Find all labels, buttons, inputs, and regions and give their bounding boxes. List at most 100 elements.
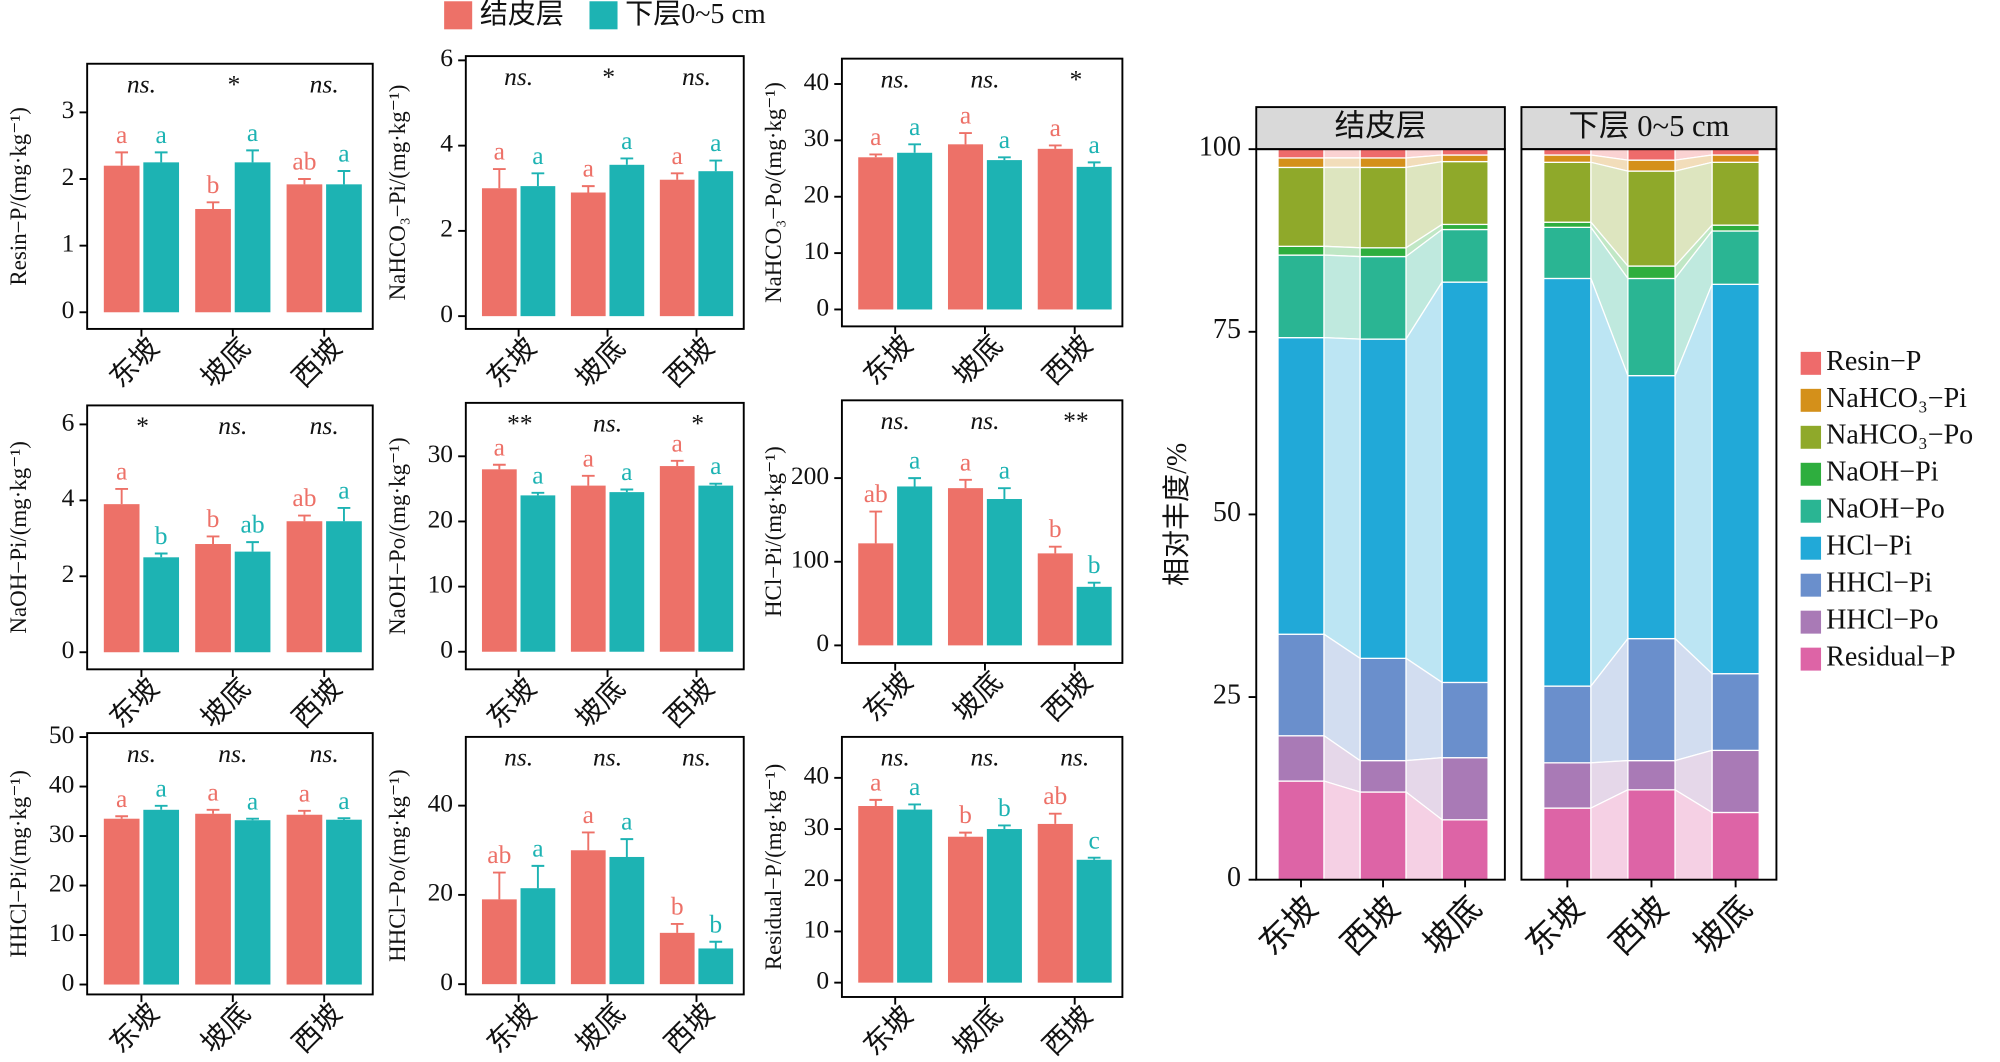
- plot-frame: [86, 732, 374, 996]
- error-bar: [908, 477, 922, 487]
- error-bar: [1087, 161, 1101, 167]
- significance-letter: b: [207, 170, 220, 199]
- significance-letter: ab: [241, 510, 265, 539]
- significance: ns.: [504, 743, 533, 772]
- significance-letter: a: [583, 154, 594, 183]
- stacked-segment: [1441, 819, 1489, 881]
- x-tick-label: 坡底: [1416, 890, 1489, 963]
- significance-letter: a: [710, 128, 721, 157]
- error-bar: [1087, 581, 1101, 587]
- error-bar: [206, 535, 220, 545]
- x-tick-label: 西坡: [658, 332, 720, 394]
- legend-swatch: [1800, 425, 1822, 449]
- significance: ns.: [881, 406, 910, 435]
- stacked-segment: [1359, 255, 1407, 340]
- y-tick-label: 40: [49, 769, 74, 798]
- stacked-segment: [1627, 277, 1676, 377]
- bar: [698, 485, 734, 652]
- y-tick-label: 4: [62, 483, 75, 512]
- stacked-segment: [1277, 780, 1325, 881]
- error-bar: [959, 831, 972, 837]
- legend-swatch: [1800, 462, 1822, 486]
- significance: *: [226, 70, 239, 99]
- y-tick-label: 20: [804, 180, 829, 209]
- significance: ns.: [970, 743, 999, 772]
- bar: [947, 488, 984, 646]
- significance: **: [1062, 406, 1088, 435]
- plot-frame: [1520, 148, 1778, 881]
- bar: [570, 850, 606, 985]
- x-tick-label: 西坡: [658, 672, 720, 734]
- bar: [659, 179, 695, 317]
- stacked-segment: [1627, 374, 1676, 640]
- x-tick-label: 坡底: [947, 329, 1009, 391]
- significance-letter: a: [116, 784, 127, 813]
- significance-letter: ab: [292, 483, 316, 512]
- x-tick-label: 东坡: [103, 997, 165, 1059]
- error-bar: [581, 185, 595, 193]
- bar: [1076, 859, 1112, 983]
- stacked-segment: [1543, 277, 1592, 687]
- y-tick-label: 2: [62, 559, 75, 588]
- plot-frame: [840, 399, 1124, 664]
- bar: [103, 165, 140, 313]
- stack-connector: [1323, 157, 1361, 169]
- x-tick-label: 西坡: [286, 997, 348, 1059]
- error-bar: [998, 824, 1011, 830]
- significance-letter: b: [1088, 550, 1101, 579]
- stacked-segment: [1441, 223, 1489, 231]
- x-tick-label: 东坡: [481, 332, 543, 394]
- error-bar: [670, 172, 684, 180]
- significance-letter: a: [247, 786, 258, 815]
- bar: [570, 192, 606, 317]
- significance: ns.: [970, 406, 999, 435]
- error-bar: [908, 803, 922, 810]
- bar: [520, 495, 556, 652]
- significance: ns.: [310, 739, 339, 768]
- stacked-segment: [1441, 281, 1489, 684]
- y-tick-label: 20: [804, 863, 829, 892]
- x-tick-label: 坡底: [947, 666, 1009, 728]
- significance: ns.: [218, 411, 247, 440]
- bar: [698, 948, 734, 985]
- stacked-segment: [1359, 157, 1407, 169]
- significance: ns.: [682, 62, 711, 91]
- bar: [520, 888, 556, 985]
- significance-letter: b: [959, 800, 972, 829]
- x-tick-label: 坡底: [195, 672, 257, 734]
- stacked-segment: [1627, 159, 1676, 172]
- plot-frame: [86, 404, 374, 671]
- error-bar: [1087, 856, 1101, 860]
- plot-frame: [840, 57, 1124, 328]
- error-bar: [531, 172, 545, 187]
- bar: [143, 162, 180, 313]
- legend-swatch: [1800, 647, 1822, 671]
- y-tick-label: 40: [804, 67, 829, 96]
- legend-swatch: [1800, 573, 1822, 597]
- stacked-segment: [1277, 254, 1325, 339]
- bar: [520, 186, 556, 317]
- significance: **: [506, 409, 532, 438]
- y-tick-label: 1: [62, 228, 75, 257]
- bar: [659, 466, 695, 652]
- plot-frame: [840, 735, 1124, 998]
- y-axis-label: NaHCO₃−Pi/(mg·kg⁻¹): [385, 85, 410, 301]
- y-tick-label: 100: [791, 545, 829, 574]
- y-tick-label: 6: [62, 407, 75, 436]
- significance: *: [690, 409, 703, 438]
- stacked-segment: [1359, 166, 1407, 249]
- legend-label: HHCl−Po: [1826, 605, 1938, 636]
- y-tick-label: 100: [1199, 132, 1241, 163]
- y-tick-label: 2: [440, 214, 453, 243]
- x-tick-label: 东坡: [857, 666, 919, 728]
- significance-letter: a: [338, 139, 349, 168]
- significance-letter: a: [870, 767, 881, 796]
- y-tick-label: 0: [440, 635, 453, 664]
- error-bar: [620, 838, 634, 857]
- bar: [286, 521, 323, 653]
- error-bar: [115, 151, 129, 166]
- significance-letter: a: [532, 141, 543, 170]
- significance: ns.: [127, 739, 156, 768]
- significance-letter: a: [621, 457, 632, 486]
- stack-connector: [1323, 166, 1361, 249]
